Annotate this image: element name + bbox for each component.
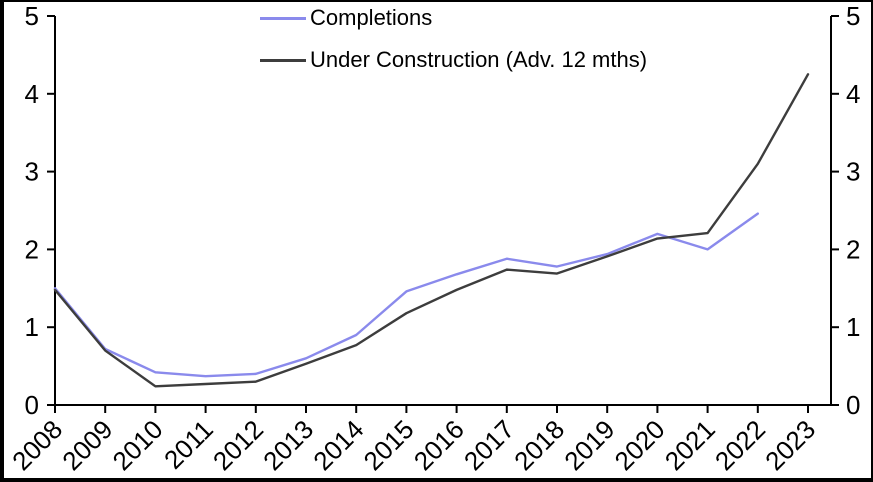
x-axis-tick-label: 2017	[458, 414, 520, 476]
x-axis-tick-label: 2009	[56, 414, 118, 476]
right-axis-tick-label: 4	[846, 79, 860, 109]
x-axis-tick-label: 2013	[257, 414, 319, 476]
legend: Completions Under Construction (Adv. 12 …	[260, 4, 647, 74]
x-axis-tick-label: 2010	[107, 414, 169, 476]
legend-item-under-construction: Under Construction (Adv. 12 mths)	[260, 46, 647, 74]
legend-label-under-construction: Under Construction (Adv. 12 mths)	[310, 47, 648, 72]
under-construction-line	[53, 73, 810, 388]
left-axis-tick-label: 5	[25, 2, 39, 31]
x-axis-tick-label: 2008	[6, 414, 68, 476]
x-axis-tick-label: 2022	[709, 414, 771, 476]
x-axis-tick-label: 2018	[508, 414, 570, 476]
completions-line	[53, 212, 759, 378]
left-axis-tick-label: 0	[25, 390, 39, 420]
x-axis-tick-label: 2020	[609, 414, 671, 476]
legend-label-completions: Completions	[310, 5, 433, 30]
right-axis-tick-label: 1	[846, 312, 860, 342]
x-axis-tick-label: 2021	[659, 414, 721, 476]
left-axis-tick-label: 3	[25, 157, 39, 187]
right-axis-tick-label: 3	[846, 157, 860, 187]
left-axis-tick-label: 2	[25, 234, 39, 264]
x-axis-tick-label: 2012	[207, 414, 269, 476]
x-axis-tick-label: 2015	[358, 414, 420, 476]
completions-line-swatch	[260, 16, 306, 20]
under-construction-line-swatch	[260, 58, 306, 62]
x-axis-tick-label: 2016	[408, 414, 470, 476]
x-axis-tick-label: 2011	[158, 414, 219, 475]
left-axis-tick-label: 4	[25, 79, 39, 109]
x-axis-tick-label: 2014	[307, 414, 369, 476]
x-axis-tick-label: 2019	[558, 414, 620, 476]
right-axis-tick-label: 5	[846, 2, 860, 31]
left-axis-tick-label: 1	[25, 312, 39, 342]
x-axis-tick-label: 2023	[759, 414, 821, 476]
right-axis-tick-label: 2	[846, 234, 860, 264]
legend-item-completions: Completions	[260, 4, 647, 32]
plot-area: 0 1 2 3 4 5 0 1 2 3 4 5 2008200920102011201220132014…	[6, 2, 860, 476]
right-axis-tick-label: 0	[846, 390, 860, 420]
